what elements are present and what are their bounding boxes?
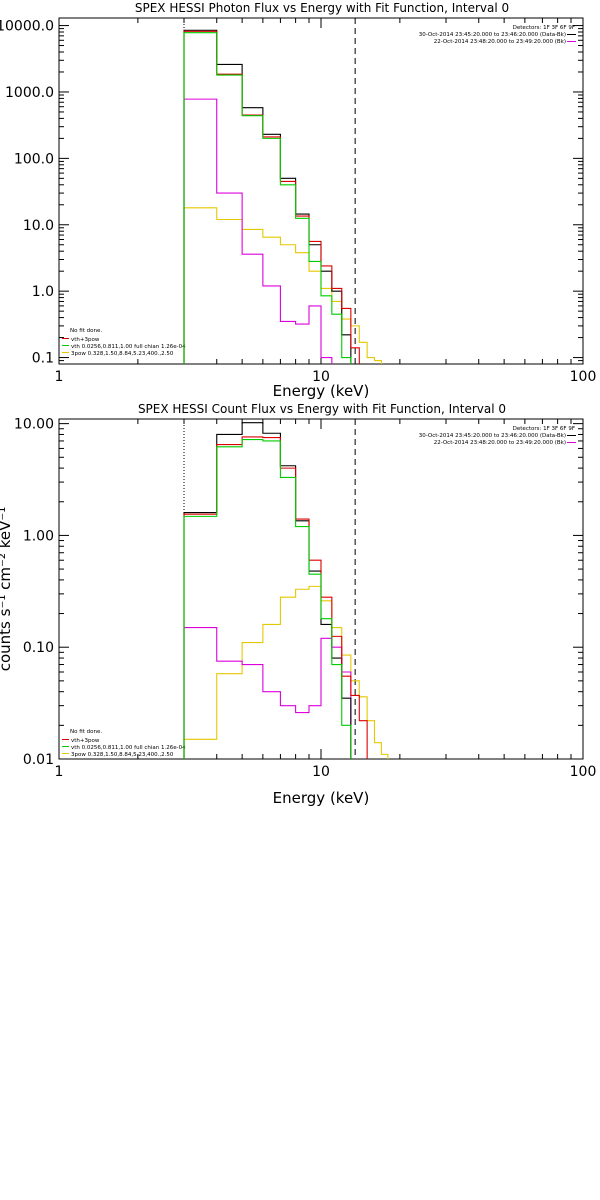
photon-legend-heading: No fit done. bbox=[70, 328, 102, 334]
photon-chart-title: SPEX HESSI Photon Flux vs Energy with Fi… bbox=[135, 1, 509, 15]
count-chart-title: SPEX HESSI Count Flux vs Energy with Fit… bbox=[138, 402, 506, 416]
count-series-3 bbox=[183, 626, 352, 759]
photon-x-tick-label: 100 bbox=[570, 369, 597, 385]
photon-y-tick-label: 1.0 bbox=[32, 284, 54, 300]
photon-y-tick-label: 10000.0 bbox=[0, 19, 54, 35]
photon-series bbox=[183, 29, 382, 364]
photon-x-tick-label: 10 bbox=[312, 369, 330, 385]
count-series bbox=[183, 422, 389, 759]
photon-series-2 bbox=[183, 32, 352, 364]
count-header-bk-interval: 22-Oct-2014 23:48:20.000 to 23:49:20.000… bbox=[434, 440, 566, 446]
count-series-2 bbox=[183, 439, 352, 759]
count-legend-3pow: 3pow 0.328,1.50,8.84,5.23,400.,2.50 bbox=[71, 752, 174, 758]
count-legend-heading: No fit done. bbox=[70, 729, 102, 735]
count-x-tick-label: 1 bbox=[55, 764, 64, 780]
photon-x-tick-label: 1 bbox=[55, 369, 64, 385]
photon-series-3 bbox=[183, 98, 333, 364]
count-legend-vth3pow: vth+3pow bbox=[71, 738, 100, 744]
count-header-detectors: Detectors: 1F 3F 6F 9F bbox=[513, 426, 575, 432]
count-x-axis-label: Energy (keV) bbox=[273, 789, 370, 807]
photon-x-axis-label: Energy (keV) bbox=[273, 382, 370, 400]
count-y-axis-label: counts s⁻¹ cm⁻² keV⁻¹ bbox=[0, 507, 14, 672]
count-header-data-interval: 30-Oct-2014 23:45:20.000 to 23:46:20.000… bbox=[419, 433, 566, 439]
photon-header-bk-interval: 22-Oct-2014 23:48:20.000 to 23:49:20.000… bbox=[434, 39, 566, 45]
count-flux-panel: SPEX HESSI Count Flux vs Energy with Fit… bbox=[0, 402, 596, 807]
count-legend: No fit done. vth+3pow vth 0.0256,0.811,1… bbox=[62, 729, 186, 758]
photon-legend: No fit done. vth+3pow vth 0.0256,0.811,1… bbox=[62, 328, 186, 357]
photon-legend-3pow: 3pow 0.328,1.50,8.84,5.23,400.,2.50 bbox=[71, 351, 174, 357]
count-y-tick-label: 10.00 bbox=[14, 417, 54, 433]
photon-series-1 bbox=[183, 30, 360, 364]
photon-y-tick-label: 1000.0 bbox=[5, 85, 54, 101]
count-y-tick-label: 0.10 bbox=[23, 640, 54, 656]
photon-y-tick-label: 0.1 bbox=[32, 351, 54, 367]
photon-legend-vth3pow: vth+3pow bbox=[71, 337, 100, 343]
photon-header-data-interval: 30-Oct-2014 23:45:20.000 to 23:46:20.000… bbox=[419, 32, 566, 38]
count-legend-vth: vth 0.0256,0.811,1.00 full chian 1.26e-0… bbox=[71, 745, 186, 751]
count-y-tick-label: 0.01 bbox=[23, 752, 54, 768]
photon-y-tick-label: 100.0 bbox=[14, 151, 54, 167]
photon-y-tick-label: 10.0 bbox=[23, 218, 54, 234]
photon-header-detectors: Detectors: 1F 3F 6F 9F bbox=[513, 25, 575, 31]
photon-axis-ticks: 1 10 100 10000.0 1000.0 100.0 10.0 1.0 0.1 bbox=[0, 18, 596, 385]
photon-legend-vth: vth 0.0256,0.811,1.00 full chian 1.26e-0… bbox=[71, 344, 186, 350]
photon-flux-panel: SPEX HESSI Photon Flux vs Energy with Fi… bbox=[0, 1, 596, 400]
photon-header-annotation: Detectors: 1F 3F 6F 9F 30-Oct-2014 23:45… bbox=[419, 25, 576, 45]
count-y-tick-label: 1.00 bbox=[23, 528, 54, 544]
count-x-tick-label: 100 bbox=[570, 764, 597, 780]
count-series-4 bbox=[183, 585, 389, 759]
count-header-annotation: Detectors: 1F 3F 6F 9F 30-Oct-2014 23:45… bbox=[419, 426, 576, 446]
count-axis-ticks: 1 10 100 10.00 1.00 0.10 0.01 bbox=[14, 417, 596, 780]
count-x-tick-label: 10 bbox=[312, 764, 330, 780]
